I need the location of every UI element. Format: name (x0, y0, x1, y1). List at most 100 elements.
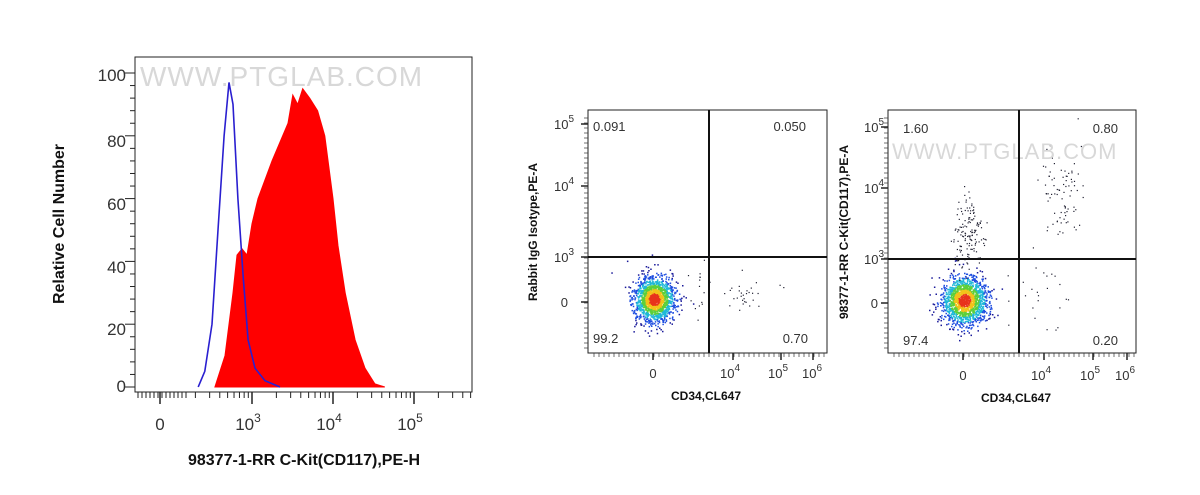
event-dot (666, 288, 668, 291)
event-dot (1059, 217, 1061, 219)
event-dot (645, 283, 647, 285)
y-tick-label: 40 (107, 258, 126, 277)
event-dot (982, 278, 984, 280)
event-dot (958, 293, 960, 296)
event-dot (639, 301, 641, 304)
event-dot (658, 299, 660, 301)
event-dot (667, 288, 669, 290)
event-dot (962, 304, 965, 307)
event-dot (646, 313, 649, 316)
event-dot (668, 276, 670, 279)
event-dot (665, 309, 668, 311)
event-dot (983, 293, 985, 295)
event-dot (943, 301, 945, 304)
event-dot (738, 285, 740, 287)
event-dot (676, 289, 679, 292)
event-dot (739, 309, 741, 311)
event-dot (666, 310, 668, 313)
event-dot (942, 304, 944, 306)
event-dot (961, 281, 964, 283)
event-dot (960, 300, 962, 302)
event-dot (644, 289, 647, 292)
event-dot (951, 323, 954, 325)
event-dot (973, 317, 975, 319)
event-dot (1070, 190, 1072, 192)
event-dot (970, 324, 972, 326)
event-dot (979, 306, 982, 308)
event-dot (936, 302, 939, 304)
event-dot (671, 279, 673, 281)
event-dot (982, 275, 984, 278)
event-dot (956, 311, 958, 314)
event-dot (666, 297, 668, 299)
event-dot (652, 308, 655, 311)
event-dot (967, 298, 969, 300)
event-dot (972, 313, 974, 315)
event-dot (651, 285, 653, 288)
event-dot (631, 309, 633, 312)
event-dot (968, 310, 970, 312)
event-dot (669, 284, 671, 287)
event-dot (663, 274, 666, 276)
event-dot (658, 284, 661, 287)
event-dot (647, 309, 650, 312)
event-dot (961, 297, 963, 299)
event-dot (968, 316, 970, 319)
event-dot (964, 318, 967, 320)
event-dot (669, 282, 672, 284)
event-dot (980, 304, 982, 306)
event-dot (963, 295, 966, 297)
event-dot (978, 321, 981, 324)
plot-frame (134, 56, 473, 393)
event-dot (657, 296, 659, 299)
event-dot (968, 297, 971, 300)
event-dot (653, 316, 656, 318)
event-dot (976, 294, 978, 296)
event-dot (982, 302, 985, 304)
event-dot (660, 316, 662, 318)
event-dot (977, 313, 979, 316)
event-dot (651, 291, 654, 293)
event-dot (979, 290, 981, 293)
event-dot (955, 259, 958, 262)
y-tick-label: 20 (107, 320, 126, 339)
quadrant-lr-value: 0.20 (1093, 333, 1118, 348)
event-dot (973, 250, 975, 252)
event-dot (947, 291, 950, 293)
event-dot (648, 292, 651, 295)
event-dot (968, 289, 970, 291)
event-dot (972, 303, 975, 306)
y-tick-label: 105 (864, 117, 884, 135)
event-dot (646, 316, 649, 319)
event-dot (960, 293, 962, 296)
event-dot (631, 296, 633, 299)
event-dot (638, 306, 641, 308)
event-dot (954, 264, 956, 266)
event-dot (965, 316, 967, 318)
event-dot (950, 272, 953, 275)
event-dot (943, 295, 946, 297)
event-dot (660, 318, 663, 320)
event-dot (969, 289, 971, 292)
event-dot (970, 310, 972, 312)
event-dot (947, 323, 950, 325)
event-dot (948, 311, 950, 313)
event-dot (645, 276, 648, 278)
event-dot (970, 328, 972, 330)
event-dot (940, 294, 942, 297)
event-dot (958, 295, 961, 297)
event-dot (659, 307, 662, 310)
event-dot (991, 290, 993, 292)
event-dot (675, 281, 678, 283)
event-dot (637, 307, 639, 310)
event-dot (955, 317, 957, 319)
event-dot (657, 307, 660, 310)
event-dot (664, 289, 666, 292)
event-dot (1022, 281, 1024, 283)
event-dot (966, 312, 969, 315)
event-dot (985, 303, 987, 305)
event-dot (964, 220, 966, 222)
event-dot (960, 307, 963, 310)
event-dot (956, 296, 958, 298)
event-dot (659, 293, 662, 296)
